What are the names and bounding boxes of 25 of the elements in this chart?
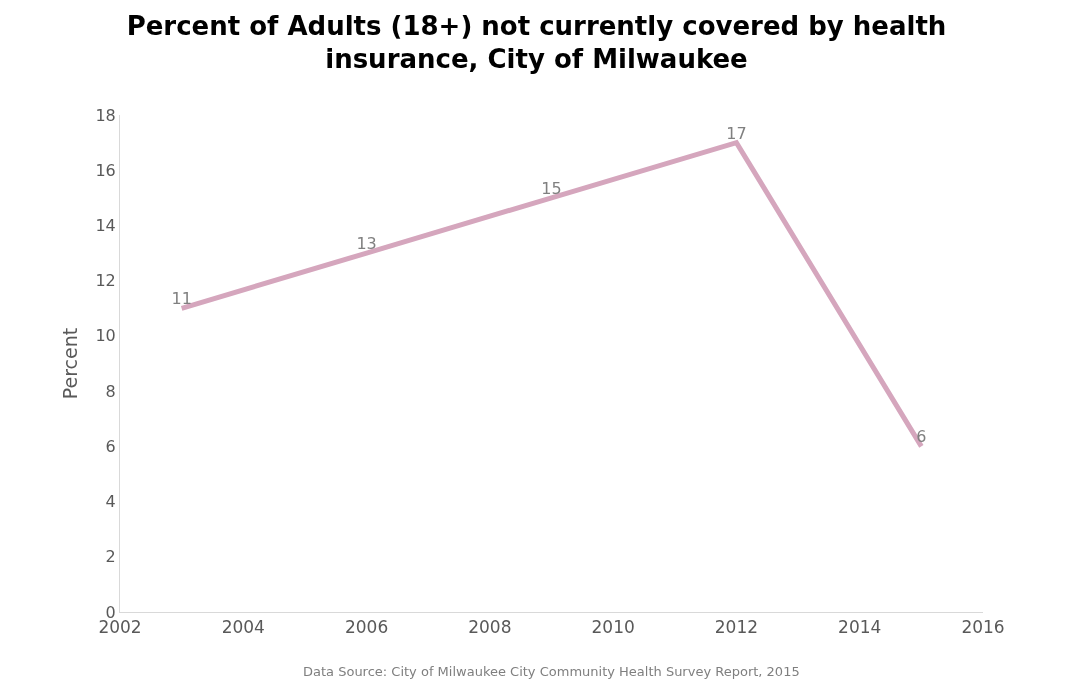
y-tick-label: 8 [105,381,116,401]
data-label: 13 [356,234,377,254]
x-tick-label: 2002 [98,617,142,638]
y-tick-label: 4 [105,492,116,512]
x-tick-label: 2014 [838,617,882,638]
data-label: 11 [171,289,192,309]
x-tick-label: 2008 [468,617,512,638]
y-tick-label: 2 [105,547,116,567]
y-tick-label: 18 [95,105,116,125]
data-label: 15 [541,178,562,198]
source-note: Data Source: City of Milwaukee City Community Health Survey Report, 2015 [303,664,800,679]
chart-title: Percent of Adults (18+) not currently covered by health insurance, City of Milwaukee [126,10,947,75]
y-tick-label: 12 [95,271,116,291]
x-tick-label: 2004 [221,617,265,638]
y-tick-label: 6 [105,436,116,456]
y-tick-label: 14 [95,216,116,236]
y-tick-label: 16 [95,160,116,180]
x-tick-label: 2006 [344,617,389,638]
x-tick-label: 2010 [591,617,635,638]
data-label: 6 [916,427,927,447]
y-axis-title: Percent [59,327,82,400]
x-tick-label: 2016 [961,617,1005,638]
y-tick-label: 10 [95,326,116,346]
data-label: 17 [726,123,747,143]
x-tick-label: 2012 [714,617,759,638]
